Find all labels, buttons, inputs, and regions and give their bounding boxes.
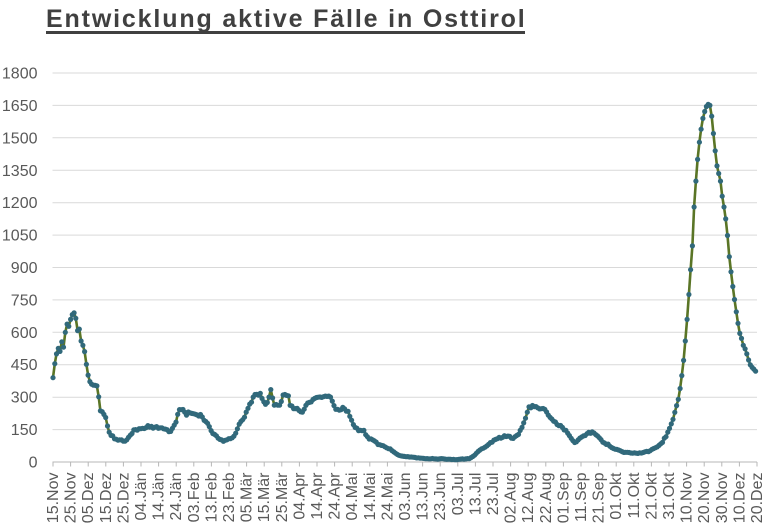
svg-text:10.Nov: 10.Nov (679, 473, 696, 524)
svg-text:21.Sep: 21.Sep (591, 472, 608, 523)
svg-text:450: 450 (11, 357, 38, 374)
svg-text:1800: 1800 (2, 66, 38, 83)
svg-text:900: 900 (11, 260, 38, 277)
svg-text:24.Jän: 24.Jän (168, 473, 185, 521)
svg-text:13.Jun: 13.Jun (415, 473, 432, 521)
svg-text:03.Jul: 03.Jul (450, 473, 467, 516)
svg-text:03.Feb: 03.Feb (186, 472, 203, 522)
svg-text:10.Dez: 10.Dez (731, 473, 748, 524)
svg-text:14.Apr: 14.Apr (309, 472, 326, 520)
svg-text:23.Jul: 23.Jul (485, 473, 502, 516)
svg-text:14.Jän: 14.Jän (151, 473, 168, 521)
svg-text:23.Feb: 23.Feb (221, 472, 238, 522)
svg-text:13.Feb: 13.Feb (203, 472, 220, 522)
svg-text:150: 150 (11, 422, 38, 439)
svg-text:13.Jul: 13.Jul (467, 473, 484, 516)
svg-text:1050: 1050 (2, 228, 38, 245)
svg-text:15.Nov: 15.Nov (45, 473, 62, 524)
svg-text:04.Jän: 04.Jän (133, 473, 150, 521)
svg-text:03.Jun: 03.Jun (397, 473, 414, 521)
svg-text:24.Apr: 24.Apr (327, 472, 344, 520)
svg-text:22.Aug: 22.Aug (538, 473, 555, 524)
svg-text:24.Mai: 24.Mai (379, 473, 396, 521)
svg-text:600: 600 (11, 325, 38, 342)
svg-text:0: 0 (29, 455, 38, 472)
svg-text:31.Okt: 31.Okt (661, 472, 678, 520)
svg-text:14.Mai: 14.Mai (362, 473, 379, 521)
svg-text:21.Okt: 21.Okt (643, 472, 660, 520)
svg-text:01.Okt: 01.Okt (608, 472, 625, 520)
svg-text:15.Dez: 15.Dez (98, 473, 115, 524)
svg-text:30.Nov: 30.Nov (714, 473, 731, 524)
svg-text:750: 750 (11, 292, 38, 309)
svg-text:1650: 1650 (2, 98, 38, 115)
svg-text:20.Dez: 20.Dez (749, 473, 766, 524)
svg-text:23.Jun: 23.Jun (432, 473, 449, 521)
svg-text:01.Sep: 01.Sep (555, 472, 572, 523)
svg-text:12.Aug: 12.Aug (520, 473, 537, 524)
svg-text:04.Apr: 04.Apr (291, 472, 308, 520)
svg-text:20.Nov: 20.Nov (696, 473, 713, 524)
svg-text:300: 300 (11, 390, 38, 407)
svg-text:11.Okt: 11.Okt (626, 472, 643, 519)
svg-text:25.Nov: 25.Nov (63, 473, 80, 524)
svg-text:11.Sep: 11.Sep (573, 472, 590, 522)
svg-text:1500: 1500 (2, 130, 38, 147)
svg-text:1200: 1200 (2, 195, 38, 212)
svg-text:25.Dez: 25.Dez (115, 473, 132, 524)
svg-text:15.Mär: 15.Mär (256, 472, 273, 522)
svg-text:04.Mai: 04.Mai (344, 473, 361, 521)
svg-text:05.Mär: 05.Mär (239, 472, 256, 522)
svg-text:25.Mär: 25.Mär (274, 472, 291, 522)
svg-text:02.Aug: 02.Aug (503, 473, 520, 524)
svg-text:1350: 1350 (2, 163, 38, 180)
svg-text:05.Dez: 05.Dez (80, 473, 97, 524)
